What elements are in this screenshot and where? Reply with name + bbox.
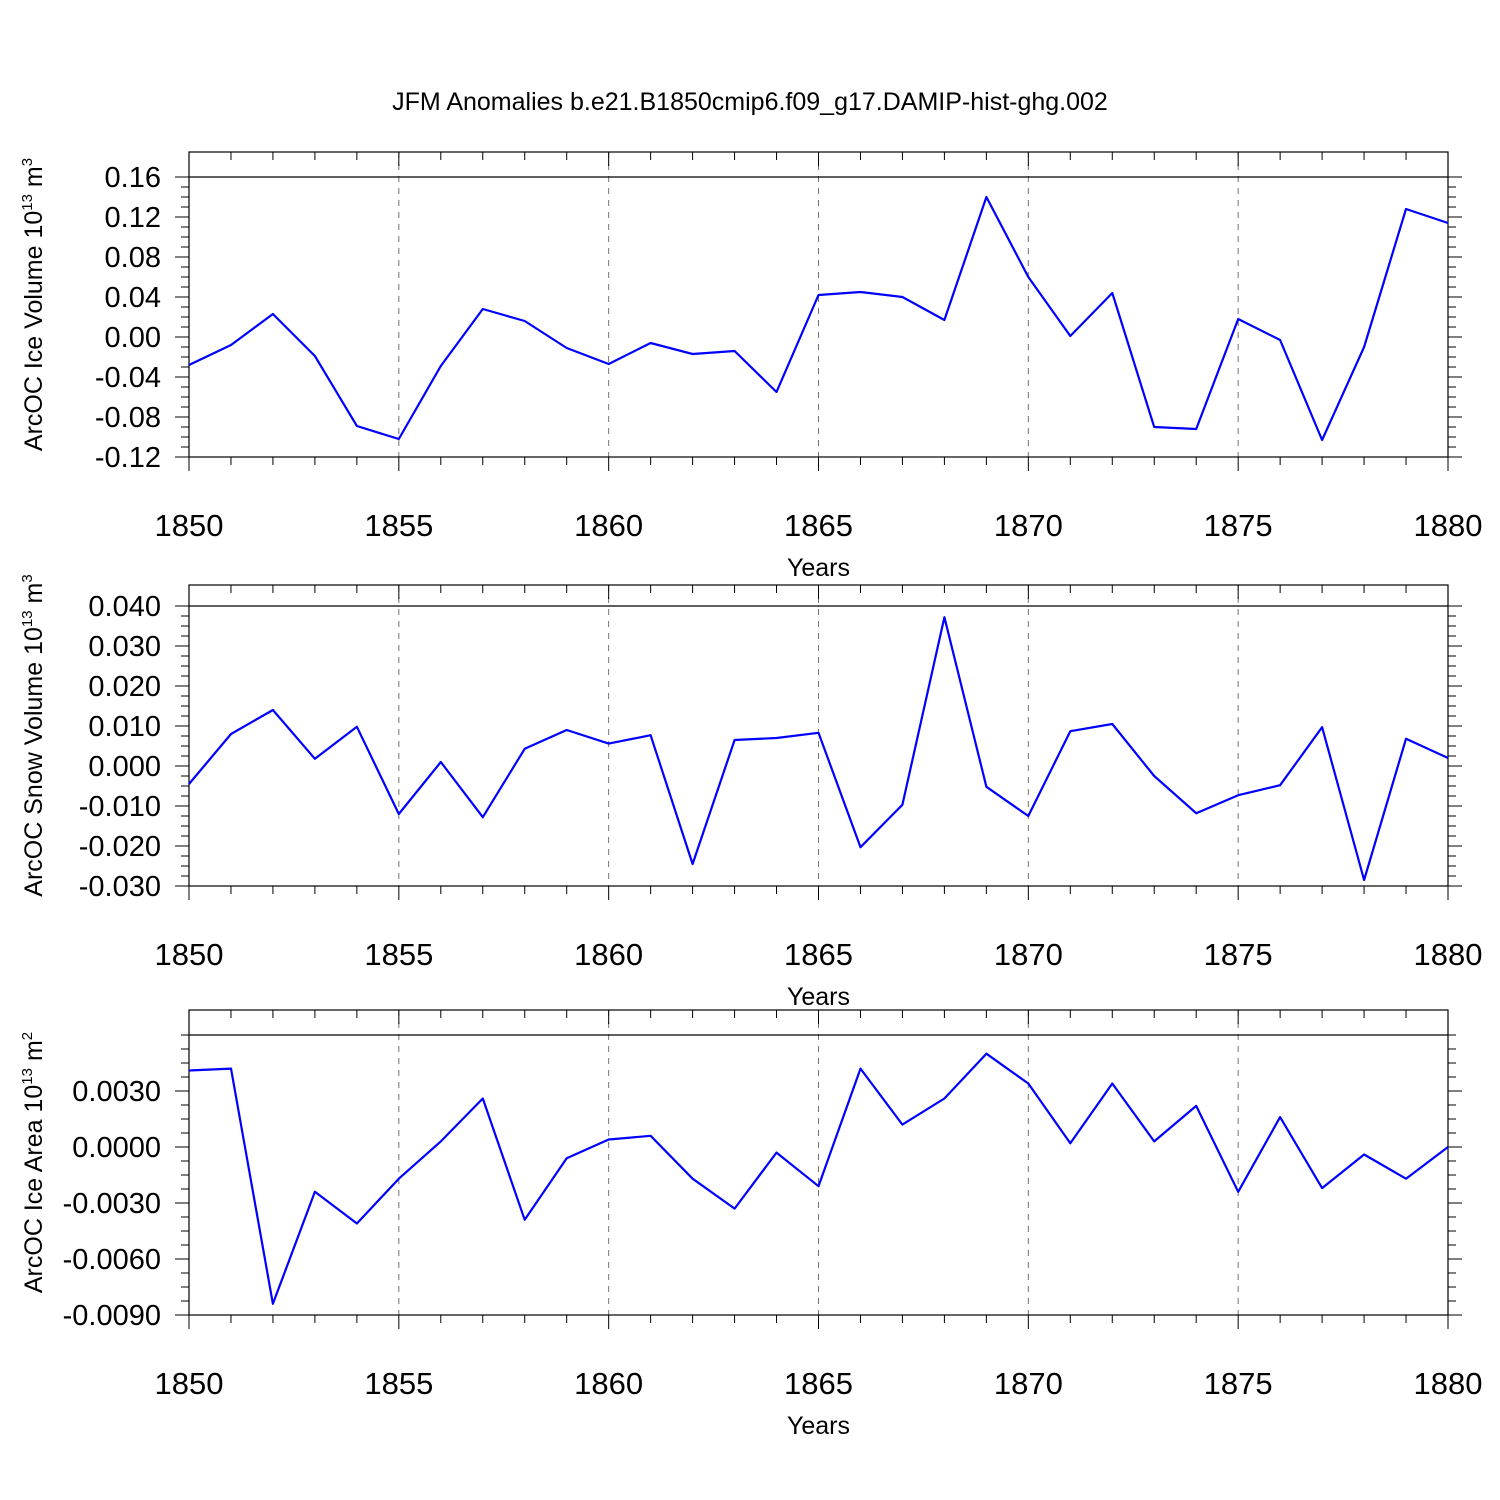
y-tick-label: 0.030: [88, 631, 161, 663]
y-tick-label: -0.0060: [63, 1244, 161, 1276]
y-tick-label: 0.000: [88, 751, 161, 783]
y-label-unit-exponent: 3: [19, 158, 36, 166]
y-tick-label: 0.020: [88, 671, 161, 703]
y-tick-label: 0.04: [105, 282, 161, 314]
y-label-unit: m: [20, 583, 48, 611]
y-label-exponent: 13: [19, 1068, 36, 1085]
y-axis-label: ArcOC Snow Volume 1013 m3: [19, 574, 48, 896]
panel-1: 1850 1855 1860 1865 1870 1875 1880 Years -0.12 -0…: [19, 151, 1483, 582]
x-tick-label: 1855: [364, 937, 433, 972]
panels: 1850 1855 1860 1865 1870 1875 1880 Years -0.12 -0…: [19, 151, 1483, 1440]
y-tick-label: -0.0090: [63, 1300, 161, 1332]
y-tick-label: -0.030: [79, 871, 161, 903]
y-tick-label: -0.0030: [63, 1188, 161, 1220]
y-label-main: ArcOC Snow Volume 10: [20, 627, 48, 897]
x-tick-label: 1860: [574, 1366, 643, 1401]
y-label-exponent: 13: [19, 610, 36, 627]
y-tick-label: -0.12: [95, 442, 161, 474]
x-tick-label: 1870: [994, 937, 1063, 972]
plot-frame: [188, 1009, 1449, 1316]
y-tick-label: 0.00: [105, 322, 161, 354]
y-axis-label: ArcOC Ice Area 1013 m2: [19, 1032, 48, 1293]
x-tick-label: 1865: [784, 508, 853, 543]
x-tick-label: 1875: [1204, 508, 1273, 543]
series-line: [188, 616, 1449, 882]
x-tick-label: 1855: [364, 1366, 433, 1401]
figure-title: JFM Anomalies b.e21.B1850cmip6.f09_g17.D…: [392, 88, 1108, 116]
x-tick-label: 1865: [784, 937, 853, 972]
plot-frame: [188, 151, 1449, 458]
x-tick-label: 1865: [784, 1366, 853, 1401]
y-tick-label: 0.010: [88, 711, 161, 743]
y-label-main: ArcOC Ice Volume 10: [20, 211, 48, 451]
y-tick-label: -0.020: [79, 831, 161, 863]
y-label-unit: m: [20, 1040, 48, 1068]
y-tick-label: 0.16: [105, 162, 161, 194]
x-axis-label: Years: [787, 983, 850, 1011]
y-tick-label: -0.04: [95, 362, 161, 394]
x-axis-label: Years: [787, 1412, 850, 1440]
x-tick-label: 1875: [1204, 1366, 1273, 1401]
y-axis-label: ArcOC Ice Volume 1013 m3: [19, 158, 48, 451]
y-tick-label: 0.12: [105, 202, 161, 234]
x-tick-label: 1870: [994, 508, 1063, 543]
y-tick-label: -0.08: [95, 402, 161, 434]
panel-3: 1850 1855 1860 1865 1870 1875 1880 Years -0.0090…: [19, 1009, 1483, 1440]
x-tick-label: 1850: [155, 937, 224, 972]
series-line: [188, 195, 1449, 442]
y-tick-label: 0.0030: [72, 1076, 161, 1108]
x-tick-label: 1860: [574, 508, 643, 543]
x-tick-label: 1880: [1414, 937, 1483, 972]
y-tick-label: 0.040: [88, 591, 161, 623]
series-line: [188, 1052, 1449, 1305]
x-tick-label: 1850: [155, 508, 224, 543]
y-label-exponent: 13: [19, 194, 36, 211]
y-label-main: ArcOC Ice Area 10: [20, 1085, 48, 1293]
x-tick-label: 1860: [574, 937, 643, 972]
y-tick-label: 0.0000: [72, 1132, 161, 1164]
x-tick-label: 1855: [364, 508, 433, 543]
y-label-unit: m: [20, 166, 48, 194]
y-tick-label: -0.010: [79, 791, 161, 823]
x-tick-label: 1880: [1414, 508, 1483, 543]
x-tick-label: 1850: [155, 1366, 224, 1401]
panel-2: 1850 1855 1860 1865 1870 1875 1880 Years -0.030 -…: [19, 574, 1482, 1011]
x-tick-label: 1870: [994, 1366, 1063, 1401]
x-tick-label: 1880: [1414, 1366, 1483, 1401]
y-tick-label: 0.08: [105, 242, 161, 274]
y-label-unit-exponent: 2: [19, 1032, 36, 1040]
x-axis-label: Years: [787, 554, 850, 582]
y-label-unit-exponent: 3: [19, 574, 36, 582]
x-tick-label: 1875: [1204, 937, 1273, 972]
